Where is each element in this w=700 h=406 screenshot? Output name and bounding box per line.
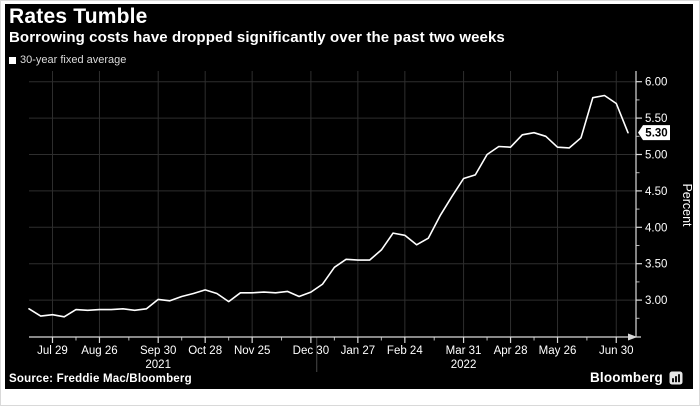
bloomberg-logo: Bloomberg — [590, 370, 683, 385]
legend: 30-year fixed average — [9, 54, 126, 66]
page-title: Rates Tumble — [9, 5, 148, 28]
legend-square-icon — [9, 56, 16, 64]
legend-label: 30-year fixed average — [20, 54, 127, 66]
source-text: Source: Freddie Mac/Bloomberg — [9, 373, 192, 385]
bloomberg-wordmark: Bloomberg — [589, 370, 663, 385]
chart-subtitle: Borrowing costs have dropped significant… — [9, 29, 505, 46]
bloomberg-terminal-icon — [669, 371, 683, 384]
